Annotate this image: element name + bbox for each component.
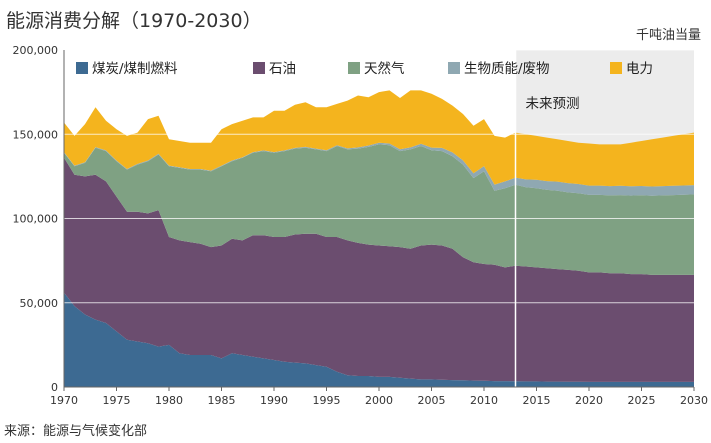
- x-tick-label-12: 2030: [680, 394, 708, 407]
- x-tick-label-3: 1985: [208, 394, 236, 407]
- series-area-3: [64, 142, 694, 196]
- x-tick-label-8: 2010: [470, 394, 498, 407]
- forecast-label: 未来预测: [526, 96, 580, 112]
- x-tick-label-4: 1990: [260, 394, 288, 407]
- series-areas: [64, 90, 694, 387]
- series-area-4: [64, 90, 694, 187]
- x-tick-label-1: 1975: [103, 394, 131, 407]
- legend-swatch-3: [448, 62, 460, 74]
- y-tick-label-4: 200,000: [13, 44, 59, 57]
- forecast-divider: 未来预测: [514, 50, 580, 387]
- y-tick-label-3: 150,000: [13, 128, 59, 141]
- legend-swatch-1: [253, 62, 265, 74]
- x-tick-label-11: 2025: [628, 394, 656, 407]
- legend-swatch-2: [348, 62, 360, 74]
- legend: 煤炭/煤制燃料 石油 天然气 生物质能/废物 电力: [76, 60, 653, 77]
- y-tick-label-0: 0: [51, 381, 58, 394]
- y-tick-label-1: 50,000: [20, 297, 59, 310]
- legend-swatch-0: [76, 62, 88, 74]
- x-axis: 1970 1975 1980 1985 1990 1995 2000 2005 2010 2015…: [50, 386, 708, 407]
- source-note: 来源：能源与气候变化部: [4, 424, 148, 439]
- series-area-1: [64, 157, 694, 382]
- legend-label-1: 石油: [269, 61, 296, 77]
- legend-label-2: 天然气: [364, 60, 405, 77]
- legend-label-3: 生物质能/废物: [464, 61, 550, 77]
- legend-label-4: 电力: [626, 61, 653, 77]
- series-area-0: [64, 292, 694, 387]
- x-tick-label-6: 2000: [365, 394, 393, 407]
- y-tick-label-2: 100,000: [13, 213, 59, 226]
- x-tick-label-9: 2015: [523, 394, 551, 407]
- x-tick-label-7: 2005: [418, 394, 446, 407]
- legend-label-0: 煤炭/煤制燃料: [92, 60, 178, 77]
- x-tick-label-5: 1995: [313, 394, 341, 407]
- x-tick-label-2: 1980: [155, 394, 183, 407]
- legend-swatch-4: [610, 62, 622, 74]
- y-axis: 0 50,000 100,000 150,000 200,000: [13, 44, 65, 394]
- unit-label: 千吨油当量: [635, 28, 701, 43]
- x-tick-label-10: 2020: [575, 394, 603, 407]
- x-tick-label-0: 1970: [50, 394, 78, 407]
- chart-title: 能源消费分解（1970-2030）: [6, 10, 262, 32]
- series-area-2: [64, 144, 694, 275]
